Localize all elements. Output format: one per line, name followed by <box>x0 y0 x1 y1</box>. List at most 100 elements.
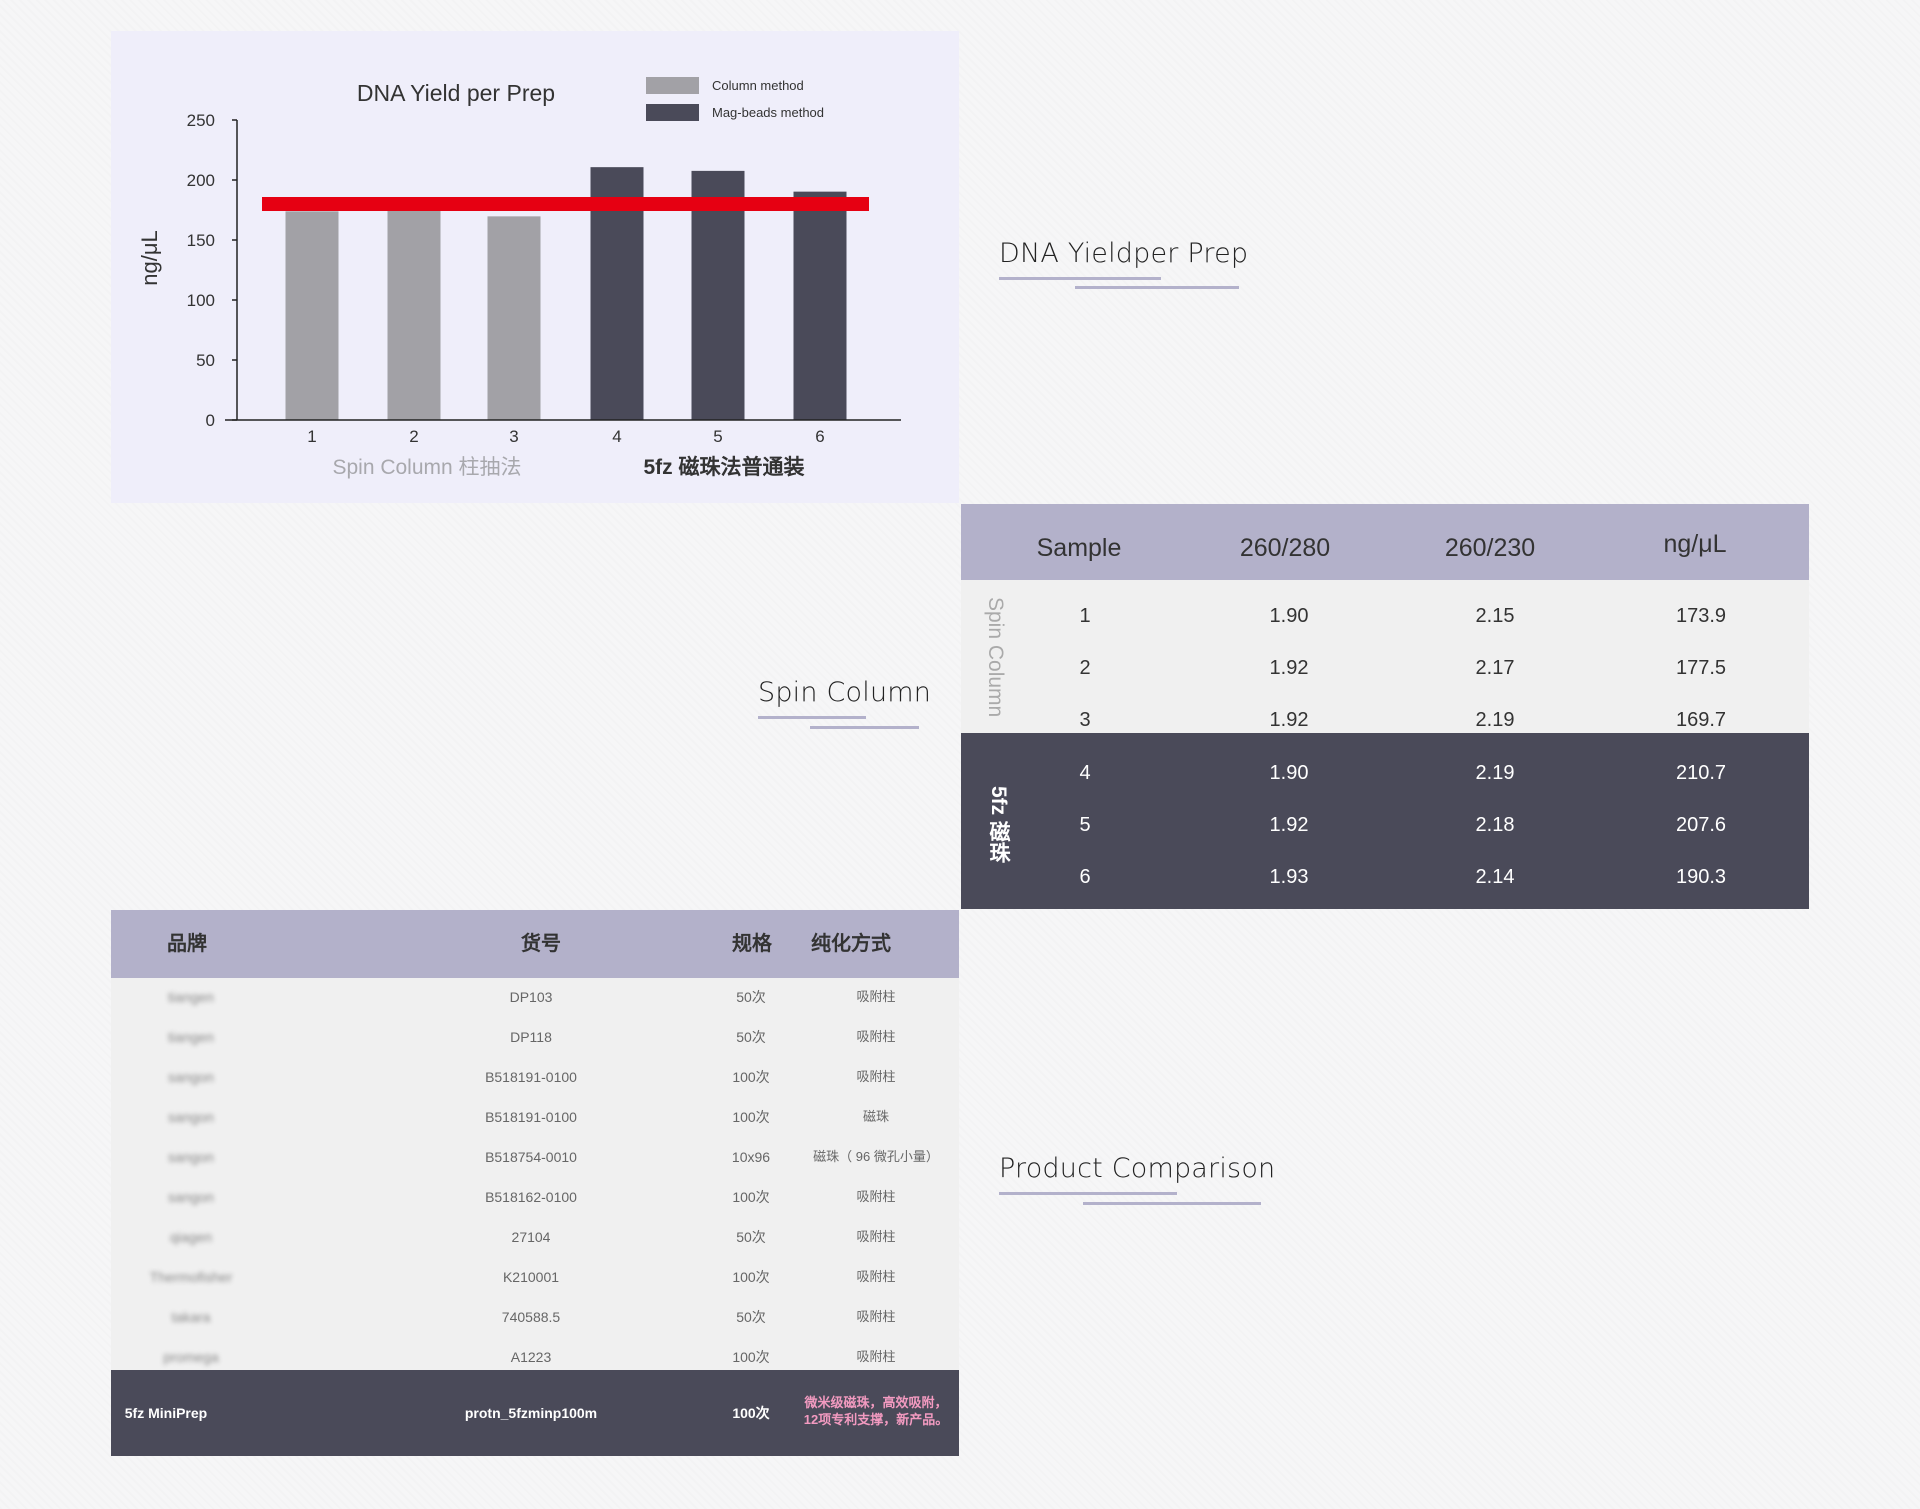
table-row: 2 1.92 2.17 177.5 <box>961 642 1809 694</box>
y-axis-label: ng/μL <box>137 230 162 286</box>
sample-group-magbeads: 5fz 磁珠 4 1.90 2.19 210.7 5 1.92 2.18 207… <box>961 733 1809 909</box>
cell-brand: promega <box>163 1349 219 1365</box>
heading-spin-column-underline-2 <box>810 726 919 729</box>
col-header-ng-ul: ng/μL <box>1663 530 1727 558</box>
group-label-magbeads: 5fz 磁珠 <box>987 786 1010 864</box>
cell-code: 740588.5 <box>501 1309 561 1325</box>
cell-brand: Thermofisher <box>149 1269 233 1285</box>
chart-title: DNA Yield per Prep <box>357 80 555 106</box>
table-row: promega A1223 100次 吸附柱 <box>111 1337 959 1377</box>
table-row: tiangen DP118 50次 吸附柱 <box>111 1017 959 1057</box>
cell-code: DP118 <box>510 1029 552 1045</box>
table-row: sangon B518162-0100 100次 吸附柱 <box>111 1177 959 1217</box>
cell-ng-ul: 210.7 <box>1675 762 1727 784</box>
cell-sample: 2 <box>1079 657 1091 679</box>
cell-brand: qiagen <box>169 1229 213 1245</box>
col-header-260-280: 260/280 <box>1239 534 1331 562</box>
cell-260-280: 1.92 <box>1269 709 1309 731</box>
cell-spec: 50次 <box>736 1029 766 1045</box>
table-row: 6 1.93 2.14 190.3 <box>961 851 1809 903</box>
cell-260-230: 2.18 <box>1475 814 1515 836</box>
legend-swatch-column <box>646 77 699 94</box>
cell-method: 吸附柱 <box>856 1229 896 1244</box>
table-row: sangon B518754-0010 10x96 磁珠（ 96 微孔小量） <box>111 1137 959 1177</box>
cell-code: B518754-0010 <box>485 1149 577 1165</box>
reference-line <box>262 197 869 211</box>
cell-ng-ul: 173.9 <box>1675 605 1727 627</box>
y-tick-label: 200 <box>187 171 215 190</box>
table-row: takara 740588.5 50次 吸附柱 <box>111 1297 959 1337</box>
cell-sample: 4 <box>1079 762 1091 784</box>
cell-method-line-1: 微米级磁珠，高效吸附， <box>804 1395 948 1410</box>
cell-sample: 1 <box>1079 605 1091 627</box>
table-row: qiagen 27104 50次 吸附柱 <box>111 1217 959 1257</box>
bar-sample-1 <box>285 211 339 420</box>
sample-table: Sample 260/280 260/230 ng/μL Spin Column… <box>961 504 1809 909</box>
x-tick-label: 4 <box>612 427 621 446</box>
table-row: 4 1.90 2.19 210.7 <box>961 747 1809 799</box>
cell-method: 磁珠 <box>862 1109 889 1124</box>
product-row-5fz: 5fz MiniPrep protn_5fzminp100m 100次 微米级磁… <box>111 1370 959 1456</box>
col-header-sample: Sample <box>1036 534 1122 562</box>
cell-spec: 50次 <box>736 1309 766 1325</box>
cell-code: DP103 <box>509 989 553 1005</box>
heading-product-comparison: Product Comparison <box>999 1153 1276 1184</box>
cell-260-280: 1.90 <box>1269 605 1309 627</box>
cell-method: 吸附柱 <box>856 1189 896 1204</box>
cell-spec: 100次 <box>732 1189 770 1205</box>
cell-method: 吸附柱 <box>856 1029 896 1044</box>
heading-dna-yield-underline-1 <box>999 277 1161 280</box>
cell-260-280: 1.93 <box>1269 866 1309 888</box>
cell-code: K210001 <box>502 1269 560 1285</box>
cell-spec: 100次 <box>732 1069 770 1085</box>
col-header-code: 货号 <box>521 933 561 955</box>
chart-panel: DNA Yield per Prep Column method Mag-bea… <box>111 31 959 503</box>
cell-260-230: 2.15 <box>1475 605 1515 627</box>
group-label-magbeads: 5fz 磁珠法普通装 <box>643 455 804 479</box>
y-tick-label: 50 <box>196 351 215 370</box>
sample-table-header: Sample 260/280 260/230 ng/μL <box>961 504 1809 580</box>
group-label-spin-column: Spin Column 柱抽法 <box>332 456 521 479</box>
col-header-260-230: 260/230 <box>1444 534 1536 562</box>
cell-ng-ul: 190.3 <box>1675 866 1727 888</box>
cell-spec: 10x96 <box>731 1149 771 1165</box>
cell-brand: takara <box>171 1309 211 1325</box>
cell-sample: 3 <box>1079 709 1091 731</box>
cell-brand: tiangen <box>168 989 214 1005</box>
cell-code: 27104 <box>511 1229 551 1245</box>
heading-spin-column-underline-1 <box>758 716 866 719</box>
bar-sample-3 <box>487 216 541 420</box>
product-comparison-table: 品牌 货号 规格 纯化方式 tiangen DP103 50次 吸附柱 tiangen D… <box>111 910 959 1456</box>
cell-method: 吸附柱 <box>856 1269 896 1284</box>
product-table-header: 品牌 货号 规格 纯化方式 <box>111 910 959 978</box>
heading-dna-yield: DNA Yieldper Prep <box>999 238 1249 269</box>
cell-code: protn_5fzminp100m <box>464 1405 598 1421</box>
cell-260-230: 2.19 <box>1475 709 1515 731</box>
cell-code: B518191-0100 <box>485 1069 577 1085</box>
cell-260-280: 1.92 <box>1269 814 1309 836</box>
col-header-brand: 品牌 <box>167 933 207 955</box>
cell-260-280: 1.92 <box>1269 657 1309 679</box>
cell-spec: 50次 <box>736 989 766 1005</box>
cell-code: B518162-0100 <box>485 1189 577 1205</box>
cell-spec: 100次 <box>732 1405 770 1421</box>
col-header-spec: 规格 <box>732 933 772 955</box>
table-row: tiangen DP103 50次 吸附柱 <box>111 977 959 1017</box>
cell-spec: 100次 <box>732 1109 770 1125</box>
cell-spec: 50次 <box>736 1229 766 1245</box>
cell-spec: 100次 <box>732 1269 770 1285</box>
cell-code: B518191-0100 <box>485 1109 577 1125</box>
cell-sample: 5 <box>1079 814 1091 836</box>
table-row: 5 1.92 2.18 207.6 <box>961 799 1809 851</box>
bar-sample-6 <box>793 191 847 420</box>
x-tick-label: 6 <box>815 427 824 446</box>
sample-group-spin-column: Spin Column 1 1.90 2.15 173.9 2 1.92 2.1… <box>961 580 1809 737</box>
cell-brand: tiangen <box>168 1029 214 1045</box>
cell-method: 吸附柱 <box>856 1309 896 1324</box>
table-row: sangon B518191-0100 100次 磁珠 <box>111 1097 959 1137</box>
legend-label-column: Column method <box>712 78 804 93</box>
x-tick-label: 3 <box>509 427 518 446</box>
heading-dna-yield-underline-2 <box>1075 286 1239 289</box>
cell-sample: 6 <box>1079 866 1091 888</box>
table-row: Thermofisher K210001 100次 吸附柱 <box>111 1257 959 1297</box>
